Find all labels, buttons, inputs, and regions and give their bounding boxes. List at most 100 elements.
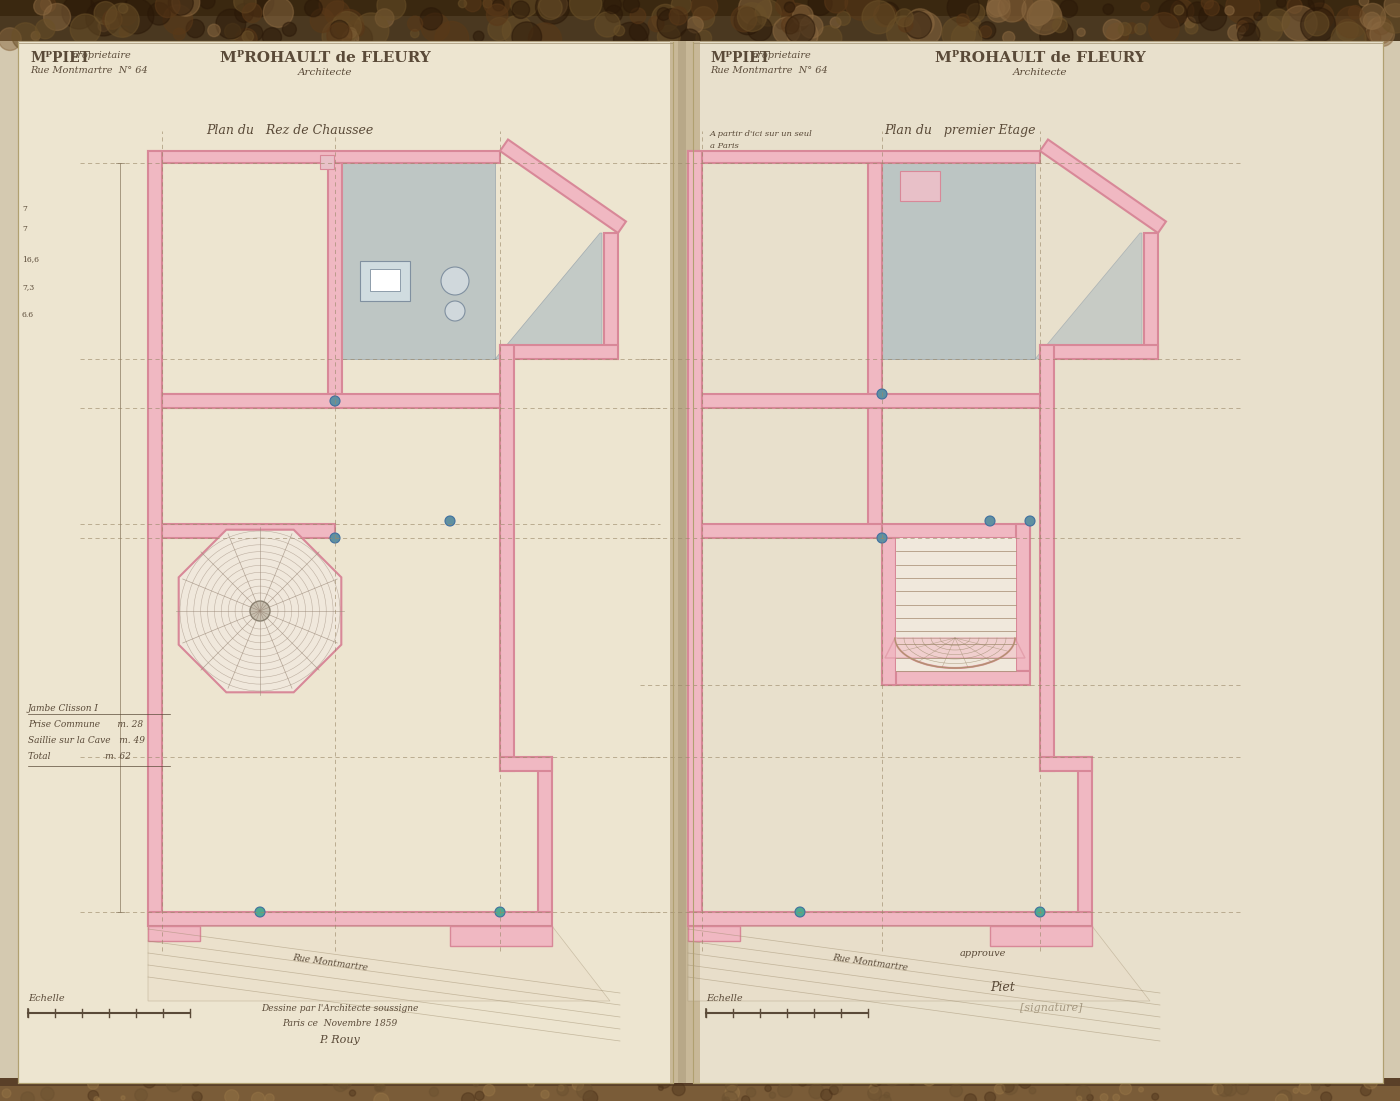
Polygon shape: [1040, 345, 1158, 359]
Circle shape: [43, 3, 70, 31]
Circle shape: [263, 0, 294, 28]
Circle shape: [1361, 1086, 1371, 1095]
Circle shape: [95, 1099, 101, 1101]
Circle shape: [350, 1090, 356, 1097]
Circle shape: [1372, 17, 1390, 34]
Circle shape: [70, 14, 101, 44]
Circle shape: [692, 0, 718, 20]
Circle shape: [168, 0, 193, 15]
Text: Paris ce  Novembre 1859: Paris ce Novembre 1859: [283, 1020, 398, 1028]
Circle shape: [1337, 19, 1358, 41]
Circle shape: [1182, 1076, 1187, 1082]
Circle shape: [949, 1084, 962, 1097]
Circle shape: [657, 8, 671, 21]
Circle shape: [781, 3, 811, 32]
Circle shape: [102, 10, 122, 30]
Circle shape: [1184, 18, 1196, 28]
Circle shape: [1, 1089, 11, 1098]
Circle shape: [528, 1081, 535, 1087]
Circle shape: [1103, 4, 1113, 14]
Circle shape: [1299, 1082, 1312, 1094]
Circle shape: [825, 0, 848, 13]
Circle shape: [883, 1092, 890, 1098]
Circle shape: [829, 1086, 839, 1094]
Circle shape: [1141, 2, 1149, 11]
Circle shape: [696, 30, 711, 46]
Circle shape: [1201, 0, 1214, 9]
Circle shape: [1000, 0, 1033, 21]
Polygon shape: [500, 140, 626, 233]
Circle shape: [615, 25, 624, 36]
Circle shape: [118, 7, 136, 25]
Text: Dessine par l'Architecte soussigne: Dessine par l'Architecte soussigne: [262, 1004, 419, 1013]
Circle shape: [1366, 18, 1393, 44]
Circle shape: [1100, 1093, 1107, 1101]
Circle shape: [1267, 9, 1289, 31]
Circle shape: [374, 1093, 389, 1101]
Polygon shape: [148, 151, 162, 926]
Circle shape: [1364, 29, 1380, 45]
Text: Total                   m. 62: Total m. 62: [28, 752, 130, 761]
Circle shape: [998, 0, 1026, 22]
Circle shape: [1238, 21, 1249, 32]
Bar: [0, 1083, 1400, 1101]
Circle shape: [441, 268, 469, 295]
Bar: [0, 0, 1400, 17]
Circle shape: [510, 0, 539, 18]
FancyBboxPatch shape: [18, 41, 673, 1083]
Circle shape: [658, 25, 680, 48]
Circle shape: [200, 0, 216, 9]
Circle shape: [613, 22, 648, 56]
Text: Saillie sur la Cave   m. 49: Saillie sur la Cave m. 49: [28, 735, 146, 745]
Circle shape: [246, 24, 263, 41]
Circle shape: [242, 3, 262, 23]
Circle shape: [623, 0, 640, 13]
Circle shape: [1331, 22, 1366, 57]
Circle shape: [818, 1072, 829, 1083]
Circle shape: [1348, 6, 1362, 19]
Circle shape: [1103, 20, 1123, 40]
Circle shape: [846, 0, 879, 21]
Circle shape: [987, 0, 1009, 17]
Text: Echelle: Echelle: [706, 994, 742, 1003]
Circle shape: [503, 15, 533, 46]
Circle shape: [98, 21, 109, 32]
Circle shape: [1053, 18, 1067, 33]
Circle shape: [731, 6, 757, 32]
Circle shape: [799, 15, 823, 39]
Circle shape: [487, 18, 511, 41]
Circle shape: [573, 1079, 584, 1090]
Circle shape: [809, 1084, 823, 1099]
Circle shape: [1077, 29, 1085, 36]
Circle shape: [1198, 2, 1226, 31]
Circle shape: [1170, 0, 1194, 22]
Polygon shape: [1035, 233, 1142, 359]
Circle shape: [1212, 1083, 1224, 1094]
Circle shape: [354, 13, 389, 48]
Circle shape: [885, 1071, 900, 1086]
Circle shape: [994, 1083, 1005, 1094]
Circle shape: [34, 0, 52, 15]
Circle shape: [1152, 1093, 1159, 1100]
Circle shape: [115, 1073, 125, 1083]
Text: proprietaire: proprietaire: [71, 51, 132, 59]
Circle shape: [979, 22, 995, 39]
Bar: [0, 1078, 1400, 1086]
Circle shape: [725, 1086, 739, 1100]
Circle shape: [445, 301, 465, 321]
Circle shape: [41, 1087, 55, 1101]
Polygon shape: [687, 151, 701, 926]
Circle shape: [984, 1092, 995, 1101]
Circle shape: [88, 1090, 98, 1101]
Circle shape: [235, 29, 258, 51]
Circle shape: [375, 1082, 384, 1091]
Circle shape: [1064, 1077, 1071, 1084]
Bar: [671, 41, 700, 1083]
Circle shape: [769, 1092, 776, 1099]
Circle shape: [31, 31, 41, 41]
Circle shape: [483, 0, 511, 17]
Text: A partir d'ici sur un seul: A partir d'ici sur un seul: [710, 130, 813, 138]
Bar: [678, 41, 686, 1083]
Circle shape: [725, 1080, 738, 1092]
Circle shape: [326, 23, 351, 48]
